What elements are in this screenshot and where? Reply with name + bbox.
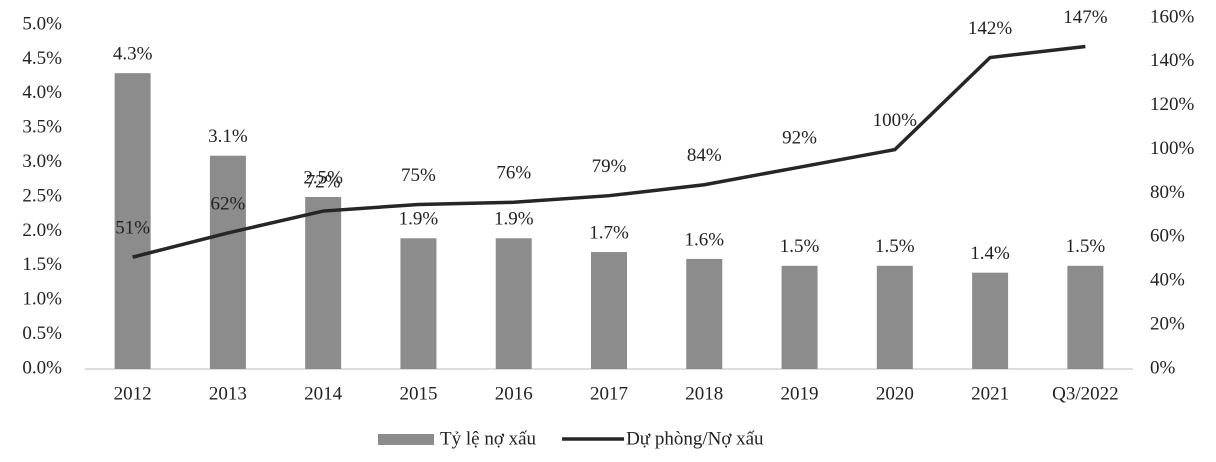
bar [876, 265, 913, 369]
x-tick-label: 2016 [495, 383, 533, 404]
bar-value-label: 1.5% [875, 236, 915, 257]
bar-value-label: 1.5% [1066, 236, 1106, 257]
line-value-label: 147% [1063, 7, 1108, 28]
line-value-label: 62% [210, 193, 245, 214]
y-tick-label: 4.0% [22, 82, 62, 103]
y2-tick-label: 80% [1150, 182, 1185, 203]
x-tick-label: 2014 [304, 383, 343, 404]
bar [305, 197, 342, 369]
line-value-label: 142% [968, 18, 1013, 39]
bar [781, 265, 818, 369]
x-tick-label: 2021 [971, 383, 1009, 404]
x-tick-label: 2019 [781, 383, 819, 404]
bar-value-label: 1.6% [684, 229, 724, 250]
line-value-label: 92% [782, 128, 817, 149]
legend-swatch [378, 434, 434, 445]
bar-value-label: 1.4% [970, 243, 1010, 264]
legend-label: Dự phòng/Nợ xấu [626, 428, 764, 449]
y-tick-label: 2.5% [22, 185, 62, 206]
y-tick-label: 2.0% [22, 220, 62, 241]
line-value-label: 84% [687, 145, 722, 166]
x-tick-label: Q3/2022 [1052, 383, 1119, 404]
bar [209, 155, 246, 369]
line-value-label: 100% [873, 110, 918, 131]
bar [400, 238, 437, 369]
x-tick-label: 2013 [209, 383, 247, 404]
bar-value-label: 3.1% [208, 126, 248, 147]
bar-value-label: 2.5% [303, 167, 343, 188]
y-tick-label: 3.0% [22, 151, 62, 172]
y2-tick-label: 0% [1150, 357, 1176, 378]
y2-tick-label: 140% [1150, 50, 1195, 71]
y2-tick-label: 120% [1150, 94, 1195, 115]
bar [972, 272, 1009, 369]
line-value-label: 75% [401, 165, 436, 186]
line-value-label: 72% [306, 171, 341, 192]
bar [686, 258, 723, 369]
y-tick-label: 0.5% [22, 323, 62, 344]
line-value-label: 76% [496, 163, 531, 184]
y-tick-label: 1.5% [22, 254, 62, 275]
line [132, 44, 1086, 259]
line-value-label: 51% [115, 217, 150, 238]
x-tick-label: 2018 [685, 383, 723, 404]
x-tick-label: 2012 [114, 383, 152, 404]
bar-value-label: 1.7% [589, 222, 629, 243]
y2-tick-label: 160% [1150, 6, 1195, 27]
bar [591, 252, 627, 369]
y-tick-label: 5.0% [22, 13, 62, 34]
bar-value-label: 1.5% [780, 236, 820, 257]
y-tick-label: 4.5% [22, 48, 62, 69]
bar [1067, 265, 1104, 369]
legend-label: Tỷ lệ nợ xấu [440, 428, 537, 449]
bar [495, 238, 532, 369]
x-tick-label: 2017 [590, 383, 628, 404]
line-value-label: 79% [592, 156, 627, 177]
y2-tick-label: 60% [1150, 226, 1185, 247]
y2-tick-label: 20% [1150, 313, 1185, 334]
x-tick-label: 2015 [399, 383, 437, 404]
bar-value-label: 4.3% [113, 44, 153, 65]
bar [114, 73, 151, 369]
x-tick-label: 2020 [876, 383, 914, 404]
bar-value-label: 1.9% [399, 209, 439, 230]
y2-tick-label: 100% [1150, 138, 1195, 159]
y-tick-label: 0.0% [22, 357, 62, 378]
y2-tick-label: 40% [1150, 270, 1185, 291]
y-tick-label: 3.5% [22, 117, 62, 138]
y-tick-label: 1.0% [22, 289, 62, 310]
bar-value-label: 1.9% [494, 209, 534, 230]
